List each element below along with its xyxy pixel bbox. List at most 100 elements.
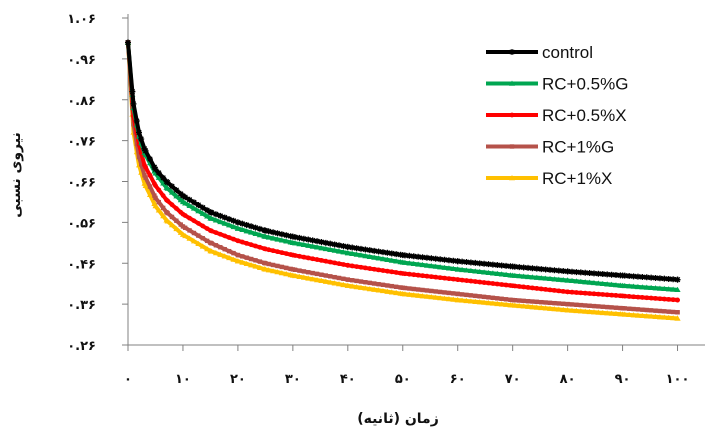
data-point — [217, 231, 223, 237]
data-point — [494, 270, 501, 276]
data-point — [371, 286, 378, 292]
data-point — [656, 275, 663, 282]
data-point — [367, 266, 373, 271]
data-point — [371, 254, 378, 260]
data-point — [314, 257, 320, 262]
data-point — [459, 292, 465, 297]
data-point — [573, 269, 580, 276]
data-point — [151, 164, 158, 171]
data-point — [653, 308, 658, 313]
data-point — [163, 184, 170, 190]
data-point — [243, 260, 250, 267]
data-point — [207, 215, 214, 221]
data-point — [191, 230, 197, 236]
data-point — [529, 274, 536, 280]
data-point — [459, 266, 466, 273]
data-point — [509, 302, 516, 308]
data-point — [262, 227, 269, 234]
data-point — [160, 180, 167, 186]
data-point — [350, 278, 355, 283]
data-point — [173, 193, 180, 199]
data-point — [195, 240, 202, 246]
data-point — [599, 271, 606, 278]
data-point — [634, 273, 641, 280]
data-point — [652, 274, 659, 281]
data-point — [362, 265, 368, 271]
data-point — [521, 298, 526, 304]
data-point — [525, 298, 531, 304]
data-point — [644, 295, 650, 301]
data-point — [147, 184, 153, 189]
data-point — [516, 284, 522, 289]
data-point — [147, 172, 153, 178]
data-point — [136, 154, 142, 160]
data-point — [569, 289, 575, 295]
data-point — [520, 264, 527, 271]
data-point — [573, 278, 580, 284]
data-point — [472, 279, 478, 284]
data-point — [464, 292, 469, 298]
data-point — [345, 277, 351, 282]
data-point — [278, 237, 285, 243]
data-point — [274, 236, 281, 242]
data-point — [300, 241, 307, 248]
data-point — [520, 273, 527, 279]
data-point — [212, 250, 219, 256]
data-point — [595, 309, 602, 315]
data-point — [490, 295, 496, 301]
data-point — [498, 301, 505, 307]
data-point — [180, 211, 186, 217]
data-point — [204, 246, 211, 252]
data-point — [490, 281, 496, 286]
data-point — [459, 277, 465, 283]
data-point — [620, 293, 625, 299]
data-point — [582, 279, 589, 285]
data-point — [525, 285, 531, 290]
data-point — [626, 283, 633, 289]
x-tick-label: ۰ — [124, 372, 132, 387]
x-tick-label: ۶۰ — [450, 372, 466, 387]
legend-label: RC+0.5%X — [542, 106, 627, 125]
data-point — [331, 247, 338, 253]
data-point — [600, 304, 605, 309]
data-point — [437, 264, 444, 270]
data-point — [661, 296, 667, 302]
data-point — [529, 304, 536, 310]
data-point — [613, 293, 619, 298]
data-point — [336, 275, 342, 281]
data-point — [186, 196, 193, 203]
data-point — [437, 275, 443, 281]
data-point — [142, 162, 147, 168]
data-point — [415, 272, 421, 278]
data-point — [464, 278, 469, 283]
data-point — [327, 279, 334, 285]
data-point — [163, 217, 170, 223]
legend-item: RC+1%X — [486, 169, 612, 188]
data-point — [141, 145, 148, 152]
x-tick-label: ۵۰ — [395, 372, 411, 387]
data-point — [595, 280, 602, 286]
data-point — [489, 261, 496, 268]
data-point — [406, 291, 413, 297]
data-point — [420, 273, 425, 279]
data-point — [191, 218, 197, 224]
data-point — [187, 228, 192, 233]
data-point — [371, 247, 378, 254]
data-point — [217, 251, 224, 257]
data-point — [499, 282, 505, 287]
data-point — [226, 222, 233, 228]
data-point — [476, 260, 483, 267]
data-point — [328, 274, 333, 279]
data-point — [590, 279, 597, 286]
data-point — [275, 249, 280, 255]
data-point — [556, 301, 562, 306]
data-point — [314, 244, 321, 250]
data-point — [252, 224, 259, 231]
data-point — [578, 302, 584, 308]
legend-marker — [509, 144, 515, 149]
data-point — [358, 264, 364, 270]
data-point — [341, 276, 346, 281]
data-point — [239, 226, 246, 233]
data-point — [168, 222, 175, 228]
